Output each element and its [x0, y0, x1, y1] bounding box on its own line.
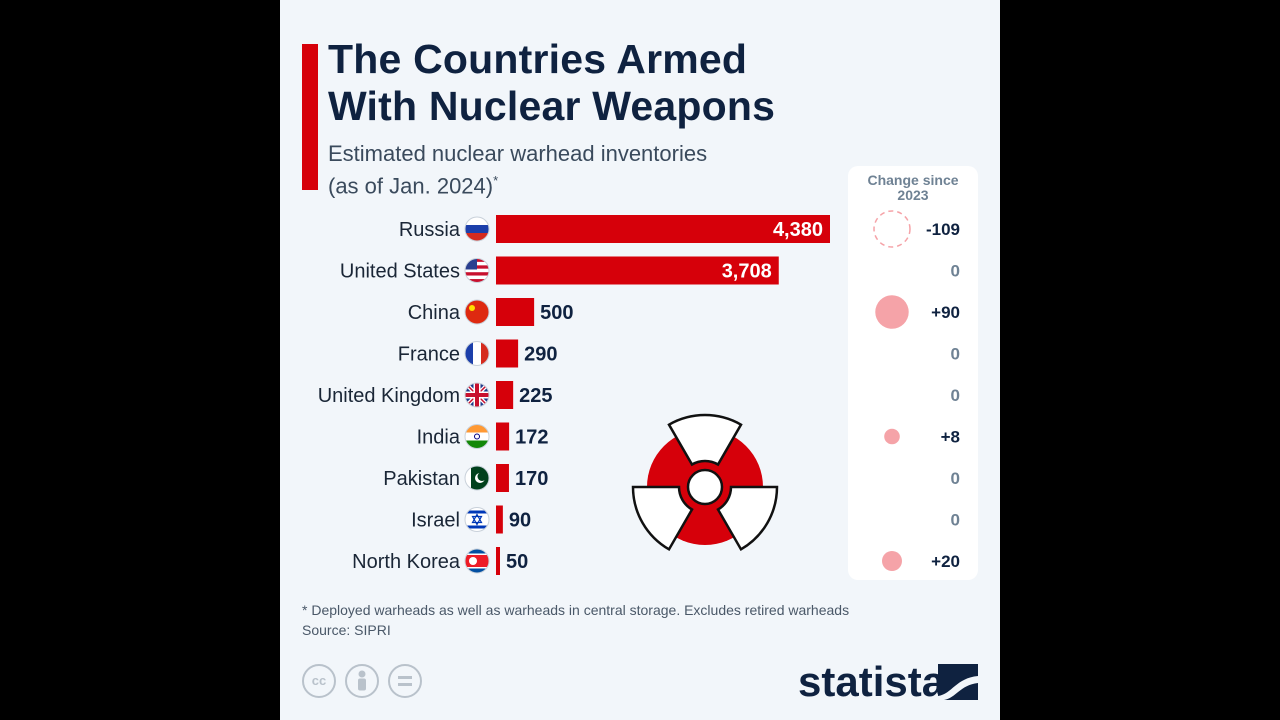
chart-title: The Countries Armed With Nuclear Weapons [328, 36, 848, 130]
title-line-1: The Countries Armed [328, 36, 748, 82]
infographic-panel: The Countries Armed With Nuclear Weapons… [280, 0, 1000, 720]
change-label: 0 [951, 511, 960, 530]
bars-layer: Russia 4,380 -109 United States 3,708 0 China 5… [318, 210, 960, 575]
value-label: 50 [506, 551, 528, 573]
radiation-blade-1 [667, 413, 743, 467]
change-label: 0 [951, 469, 960, 488]
change-label: +90 [931, 303, 960, 322]
radiation-blade-2 [716, 485, 779, 552]
change-header-line-1: Change since [867, 172, 959, 188]
change-label: +20 [931, 552, 960, 571]
title-line-2: With Nuclear Weapons [328, 83, 776, 129]
statista-logo[interactable]: statista [796, 656, 986, 706]
country-label: Israel [411, 510, 460, 532]
india-flag-icon [464, 424, 490, 449]
value-label: 170 [515, 468, 548, 490]
value-label: 172 [515, 427, 548, 449]
radiation-center [686, 468, 724, 506]
china-flag-icon [464, 299, 490, 325]
bar [496, 339, 519, 368]
france-flag-icon [464, 341, 490, 366]
chart-subtitle: Estimated nuclear warhead inventories (a… [328, 140, 808, 199]
statista-wordmark: statista [798, 658, 946, 705]
change-bubble [873, 210, 911, 248]
change-bubble [882, 551, 902, 571]
bar-row-north-korea: North Korea 50 +20 [352, 547, 960, 575]
change-since-2023-panel: Change since 2023 [848, 166, 978, 580]
bar [496, 422, 510, 451]
bar-row-india: India 172 +8 [417, 422, 960, 451]
cc-icon[interactable]: cc [302, 664, 336, 698]
united-kingdom-flag-icon [464, 382, 490, 408]
change-label: 0 [951, 262, 960, 281]
value-label: 90 [509, 510, 531, 532]
country-label: Russia [399, 219, 461, 241]
change-label: 0 [951, 345, 960, 364]
bar [496, 381, 514, 409]
no-derivatives-icon[interactable] [388, 664, 422, 698]
subtitle-footnote-mark: * [493, 173, 499, 188]
pakistan-flag-icon [464, 465, 490, 491]
north-korea-flag-icon [464, 548, 490, 574]
source-text: Source: SIPRI [302, 622, 391, 638]
country-label: United States [340, 261, 460, 283]
value-label: 3,708 [722, 261, 772, 283]
footnote: * Deployed warheads as well as warheads … [302, 600, 962, 640]
bar [496, 298, 535, 326]
change-bubble [875, 295, 909, 329]
change-bubble [884, 428, 900, 445]
bar-row-france: France 290 0 [398, 339, 960, 368]
bar [496, 505, 503, 534]
attribution-icon[interactable] [345, 664, 379, 698]
bar-row-russia: Russia 4,380 -109 [399, 210, 960, 248]
bar-row-united-states: United States 3,708 0 [340, 256, 960, 285]
accent-bar [302, 44, 318, 190]
country-label: Pakistan [383, 468, 460, 490]
subtitle-line-1: Estimated nuclear warhead inventories [328, 141, 708, 166]
footnote-text: * Deployed warheads as well as warheads … [302, 602, 850, 618]
change-header-line-2: 2023 [897, 187, 929, 203]
united-states-flag-icon [464, 258, 490, 283]
country-label: North Korea [352, 551, 461, 573]
radiation-symbol-icon [631, 413, 779, 552]
statista-mark-icon [938, 664, 978, 700]
change-label: +8 [941, 428, 960, 447]
value-label: 500 [540, 302, 573, 324]
bar [496, 547, 500, 575]
radiation-blade-3 [631, 485, 694, 552]
bar [496, 464, 509, 492]
bar [496, 256, 779, 285]
russia-flag-icon [464, 216, 490, 242]
change-label: 0 [951, 386, 960, 405]
value-label: 225 [519, 385, 552, 407]
license-icons: cc [302, 664, 424, 700]
country-label: India [417, 427, 461, 449]
bar-row-china: China 500 +90 [408, 295, 960, 329]
israel-flag-icon [464, 507, 490, 532]
subtitle-line-2: (as of Jan. 2024) [328, 173, 494, 199]
country-label: China [408, 302, 461, 324]
change-column-header: Change since 2023 [848, 173, 978, 203]
value-label: 4,380 [773, 219, 823, 241]
bar-row-israel: Israel 90 0 [411, 505, 960, 534]
bar-row-united-kingdom: United Kingdom 225 0 [318, 381, 960, 409]
bar-chart: Russia 4,380 -109 United States 3,708 0 China 5… [318, 210, 960, 575]
country-label: France [398, 344, 460, 366]
value-label: 290 [524, 344, 557, 366]
country-label: United Kingdom [318, 385, 460, 407]
bar [496, 215, 830, 243]
change-label: -109 [926, 220, 960, 239]
bar-row-pakistan: Pakistan 170 0 [383, 464, 960, 492]
